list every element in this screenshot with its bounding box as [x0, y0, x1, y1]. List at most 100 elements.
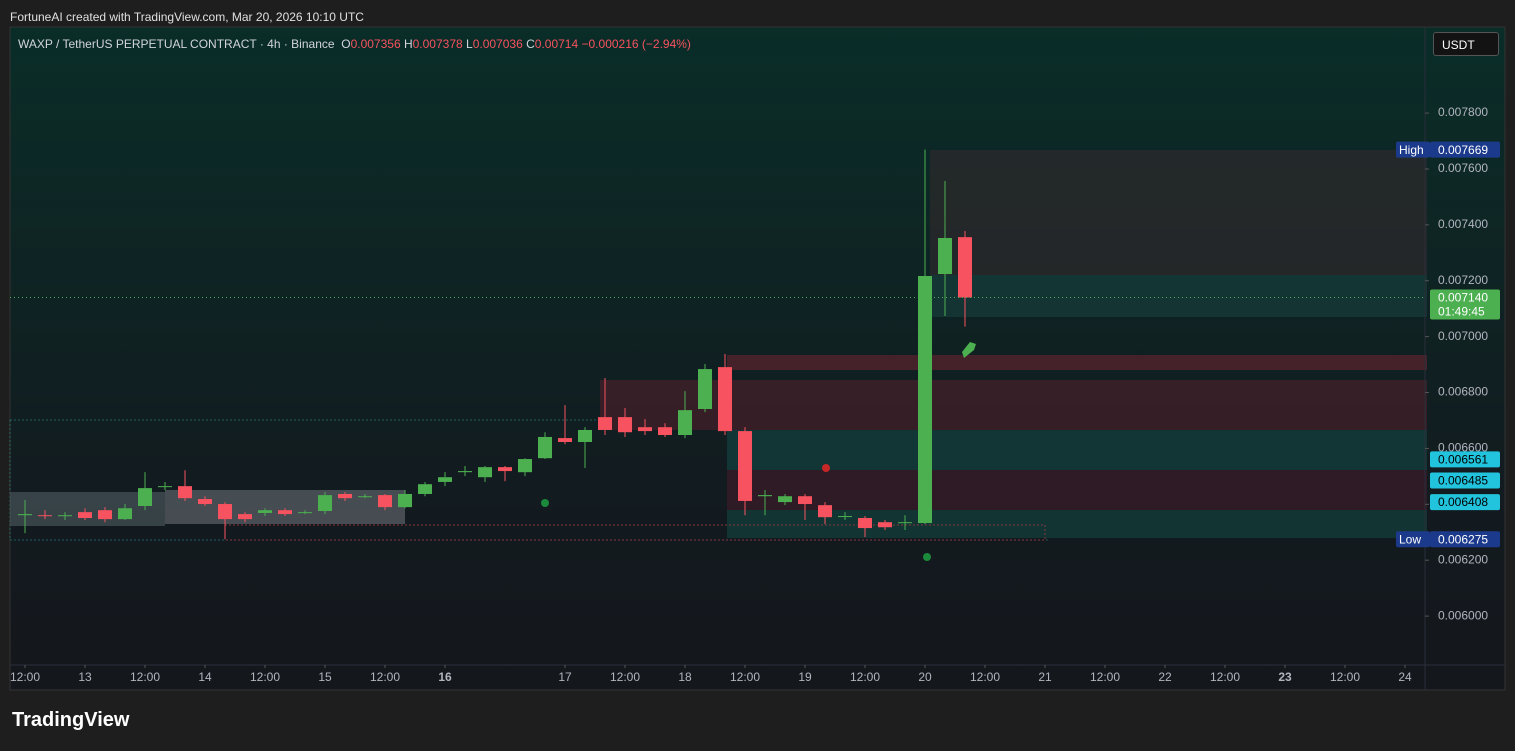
- candle-body: [118, 508, 132, 520]
- x-tick-label: 19: [798, 670, 812, 684]
- candle-body: [138, 488, 152, 506]
- candle-body: [358, 496, 372, 498]
- price-tag: [1430, 531, 1500, 548]
- candle-body: [258, 510, 272, 513]
- signal-dot: [541, 499, 549, 507]
- x-tick-label: 21: [1038, 670, 1052, 684]
- candle-body: [478, 467, 492, 478]
- y-tick-label: 0.006000: [1438, 608, 1488, 622]
- x-tick-label: 14: [198, 670, 212, 684]
- price-tag-countdown: 01:49:45: [1438, 305, 1485, 319]
- x-tick-label: 16: [438, 670, 452, 684]
- candle-body: [878, 522, 892, 528]
- candle-body: [818, 505, 832, 518]
- open-value: 0.007356: [350, 37, 401, 51]
- candle-body: [678, 410, 692, 436]
- candle-body: [318, 495, 332, 512]
- zones: [9, 150, 1427, 541]
- x-tick-label: 12:00: [610, 670, 640, 684]
- y-tick-label: 0.006200: [1438, 552, 1488, 566]
- candle-body: [838, 516, 852, 518]
- high-value: 0.007378: [412, 37, 463, 51]
- candle-body: [338, 493, 352, 499]
- signal-dot: [923, 553, 931, 561]
- x-tick-label: 12:00: [130, 670, 160, 684]
- price-tag-label: 0.006561: [1438, 452, 1488, 466]
- x-tick-label: 15: [318, 670, 332, 684]
- price-tag-title-box: [1396, 531, 1430, 548]
- x-tick-label: 20: [918, 670, 932, 684]
- price-tag: [1430, 289, 1500, 320]
- candle-body: [738, 431, 752, 501]
- symbol: WAXP / TetherUS PERPETUAL CONTRACT · 4h …: [18, 37, 335, 51]
- y-tick-label: 0.007800: [1438, 105, 1488, 119]
- signal-dot: [822, 464, 830, 472]
- candle-body: [378, 495, 392, 508]
- price-tag-label: 0.006408: [1438, 495, 1488, 509]
- candle-body: [638, 427, 652, 432]
- price-tag-title: High: [1399, 143, 1424, 157]
- candle-body: [498, 467, 512, 472]
- price-tag-label: 0.006275: [1438, 532, 1488, 546]
- logo: TradingView: [12, 709, 130, 731]
- candle-body: [398, 493, 412, 508]
- y-tick-label: 0.007000: [1438, 329, 1488, 343]
- candle-body: [518, 459, 532, 473]
- candle-body: [38, 515, 52, 517]
- candle-body: [798, 496, 812, 505]
- x-tick-label: 12:00: [1090, 670, 1120, 684]
- candle-body: [458, 471, 472, 473]
- candle-body: [98, 510, 112, 520]
- x-tick-label: 12:00: [10, 670, 40, 684]
- candle-body: [578, 429, 592, 442]
- y-tick-label: 0.006600: [1438, 441, 1488, 455]
- candle-body: [18, 514, 32, 516]
- price-tag: [1430, 472, 1500, 489]
- x-tick-label: 24: [1398, 670, 1412, 684]
- x-tick-label: 13: [78, 670, 92, 684]
- currency-button[interactable]: USDT: [1433, 32, 1499, 56]
- candle-body: [298, 512, 312, 514]
- candle-body: [178, 486, 192, 499]
- change: −0.000216 (−2.94%): [581, 37, 691, 51]
- x-tick-label: 17: [558, 670, 572, 684]
- price-tag: [1430, 141, 1500, 158]
- candle-body: [538, 436, 552, 459]
- x-tick-label: 18: [678, 670, 692, 684]
- candle-body: [218, 504, 232, 520]
- candle-body: [598, 417, 612, 430]
- candle-body: [858, 518, 872, 529]
- price-tag: [1430, 451, 1500, 468]
- symbol-header: WAXP / TetherUS PERPETUAL CONTRACT · 4h …: [18, 37, 691, 51]
- candle-body: [198, 499, 212, 505]
- low-value: 0.007036: [472, 37, 523, 51]
- price-tag-label: 0.007140: [1438, 291, 1488, 305]
- close-value: 0.00714: [534, 37, 579, 51]
- candle-body: [158, 486, 172, 488]
- x-tick-label: 12:00: [730, 670, 760, 684]
- candle-body: [938, 237, 952, 275]
- candle-body: [758, 495, 772, 497]
- x-tick-label: 12:00: [250, 670, 280, 684]
- price-tag: [1430, 494, 1500, 511]
- candle-body: [658, 427, 672, 436]
- candle-body: [618, 417, 632, 433]
- price-tag-title-box: [1396, 141, 1430, 158]
- price-tag-label: 0.007669: [1438, 143, 1488, 157]
- candle-body: [898, 522, 912, 524]
- x-tick-label: 23: [1278, 670, 1292, 684]
- y-tick-label: 0.007400: [1438, 217, 1488, 231]
- x-tick-label: 12:00: [1330, 670, 1360, 684]
- x-tick-label: 22: [1158, 670, 1172, 684]
- candle-body: [698, 369, 712, 410]
- candle-body: [558, 438, 572, 442]
- y-tick-label: 0.007600: [1438, 161, 1488, 175]
- candle-body: [58, 515, 72, 517]
- x-tick-label: 12:00: [970, 670, 1000, 684]
- watermark: FortuneAI created with TradingView.com, …: [10, 10, 364, 24]
- x-tick-label: 12:00: [370, 670, 400, 684]
- x-tick-label: 12:00: [1210, 670, 1240, 684]
- candle-body: [718, 367, 732, 432]
- candle-body: [278, 510, 292, 515]
